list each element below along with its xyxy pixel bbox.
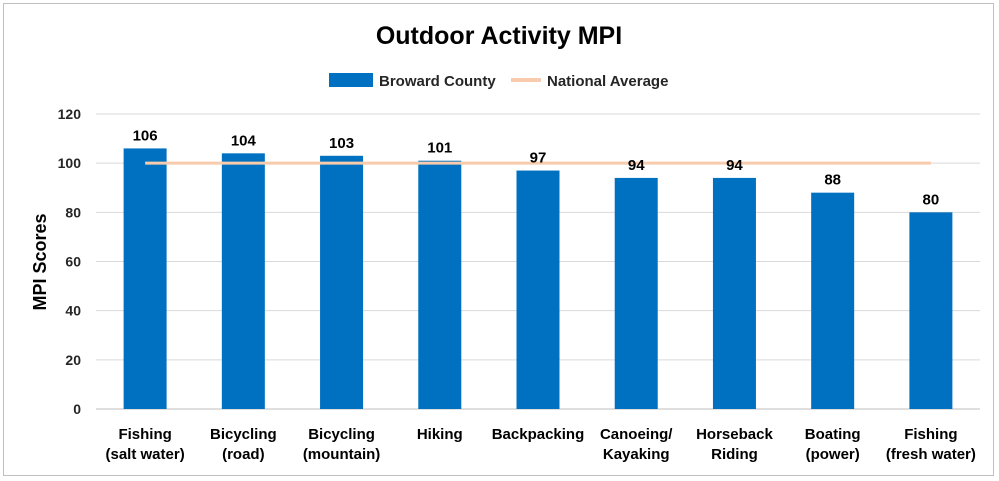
x-tick-label: Bicycling (road) <box>210 426 277 463</box>
y-tick-label: 20 <box>65 352 81 368</box>
data-label: 94 <box>628 157 645 174</box>
x-tick-label: Hiking <box>417 426 463 443</box>
data-label: 97 <box>530 150 547 167</box>
data-label: 80 <box>923 191 940 208</box>
bar <box>909 212 953 409</box>
bar <box>516 170 560 409</box>
bar <box>221 153 265 409</box>
legend-label-national-average: National Average <box>547 73 668 90</box>
data-label: 106 <box>133 127 158 144</box>
y-tick-label: 60 <box>65 254 81 270</box>
y-tick-label: 40 <box>65 303 81 319</box>
x-tick-label: Fishing (salt water) <box>106 426 185 463</box>
y-tick-label: 100 <box>58 155 82 171</box>
x-tick-label: Fishing (fresh water) <box>886 426 976 463</box>
x-tick-label: Bicycling (mountain) <box>303 426 380 463</box>
legend-label-broward-county: Broward County <box>379 73 496 90</box>
x-tick-label: Horseback Riding <box>696 426 773 463</box>
x-tick-label: Boating (power) <box>805 426 861 463</box>
x-axis-labels: Fishing (salt water) Bicycling (road) Bicycl… <box>106 426 976 463</box>
bars <box>123 148 953 409</box>
y-tick-label: 120 <box>58 106 82 122</box>
data-labels: 106 104 103 101 97 94 94 88 80 <box>133 127 940 208</box>
bar <box>418 160 462 409</box>
data-label: 101 <box>427 140 452 157</box>
data-label: 88 <box>824 172 841 189</box>
y-axis-ticks: 0 20 40 60 80 100 120 <box>58 106 82 417</box>
legend: Broward County National Average <box>329 73 668 90</box>
data-label: 94 <box>726 157 743 174</box>
data-label: 104 <box>231 132 257 149</box>
x-tick-label: Canoeing/Kayaking <box>600 426 673 463</box>
bar <box>320 155 364 409</box>
bar <box>712 177 756 409</box>
bar <box>811 192 855 409</box>
x-tick-label: Backpacking <box>492 426 585 443</box>
data-label: 103 <box>329 135 354 152</box>
y-tick-label: 0 <box>73 401 81 417</box>
legend-swatch-broward-county <box>329 73 373 87</box>
bar <box>123 148 167 409</box>
chart-title: Outdoor Activity MPI <box>376 22 622 50</box>
bar <box>614 177 658 409</box>
y-axis-label: MPI Scores <box>30 213 50 310</box>
y-tick-label: 80 <box>65 204 81 220</box>
